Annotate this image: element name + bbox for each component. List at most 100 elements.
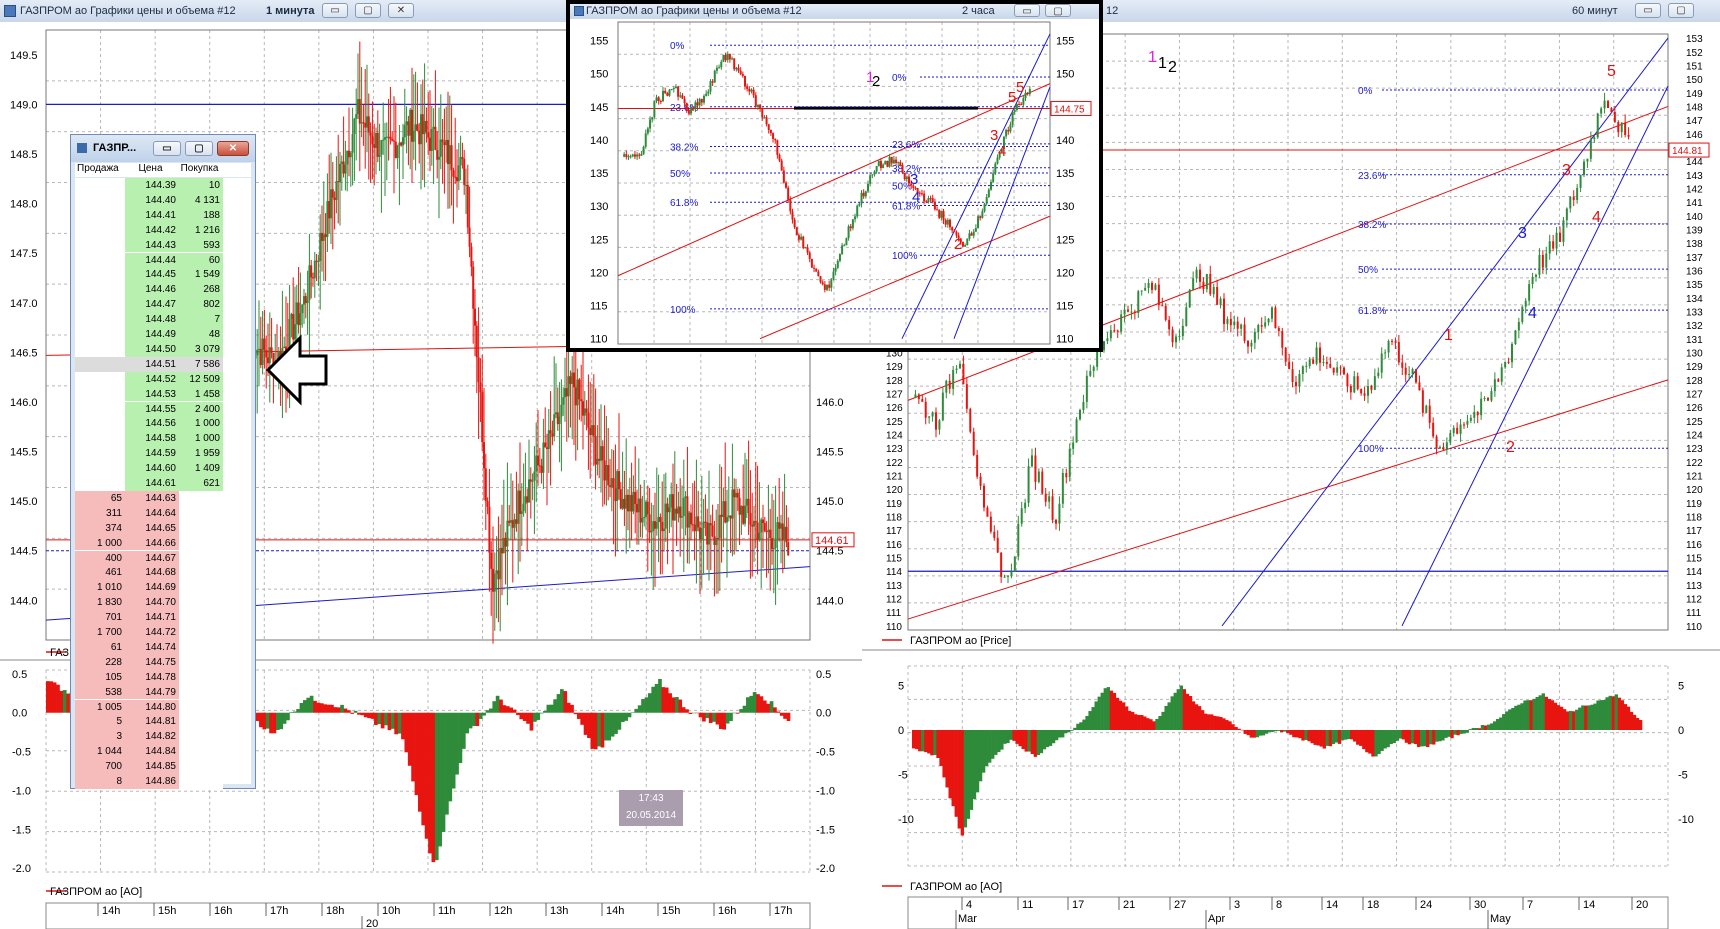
- left-ao-bar: [505, 706, 510, 713]
- depth-bid-row[interactable]: 228 144.75: [75, 654, 251, 670]
- depth-bid-row[interactable]: 701 144.71: [75, 610, 251, 625]
- depth-bid-row[interactable]: 105 144.78: [75, 669, 251, 685]
- right-right-tick: 148: [1686, 102, 1703, 113]
- depth-bid-row[interactable]: 374 144.65: [75, 520, 251, 536]
- right-ao-bar: [921, 730, 925, 752]
- maximize-button[interactable]: ▢: [355, 3, 381, 18]
- window-2h-titlebar[interactable]: ГАЗПРОМ ао Графики цены и объема #12 2 ч…: [570, 4, 1099, 20]
- depth-window[interactable]: ГАЗПР... ▭ ▢ ✕ Продажа Цена Покупка 144.…: [70, 134, 256, 789]
- depth-bid-row[interactable]: 1 010 144.69: [75, 580, 251, 596]
- maximize-button[interactable]: ▢: [1045, 4, 1071, 17]
- depth-ask-row[interactable]: 144.58 1 000: [75, 431, 251, 447]
- depth-ask-row[interactable]: 144.45 1 549: [75, 267, 251, 283]
- right-date-axis: [907, 896, 1669, 929]
- depth-ask-row[interactable]: 144.49 48: [75, 327, 251, 342]
- depth-table[interactable]: 144.39 10 144.40 4 131 144.41 188 144.42 1 216 1…: [75, 178, 251, 789]
- depth-ask-row[interactable]: 144.51 7 586: [75, 356, 251, 372]
- depth-ask-row[interactable]: 144.60 1 409: [75, 461, 251, 476]
- depth-header-buy[interactable]: Покупка: [180, 163, 219, 174]
- minimize-button[interactable]: ▭: [1635, 3, 1661, 18]
- chart-2h[interactable]: 1551551501501451451401401351351301301251…: [570, 4, 1099, 348]
- left-ao-bar: [563, 691, 568, 713]
- depth-titlebar[interactable]: ГАЗПР... ▭ ▢ ✕: [71, 135, 255, 162]
- right-candle-body: [1517, 321, 1520, 331]
- depth-header-price[interactable]: Цена: [138, 163, 163, 174]
- depth-bid-row[interactable]: 1 000 144.66: [75, 535, 251, 551]
- right-wave-label: 3: [1562, 162, 1571, 179]
- depth-maximize-button[interactable]: ▢: [185, 141, 213, 156]
- minimize-button[interactable]: ▭: [322, 3, 348, 18]
- right-right-tick: 141: [1686, 198, 1703, 209]
- left-ao-bar: [428, 712, 432, 854]
- depth-bid-row[interactable]: 61 144.74: [75, 639, 251, 655]
- depth-ask-row[interactable]: 144.41 188: [75, 207, 251, 223]
- left-candle-body: [290, 313, 293, 319]
- depth-price-cell: 144.63: [125, 490, 179, 506]
- depth-ask-row[interactable]: 144.52 12 509: [75, 371, 251, 387]
- depth-ask-row[interactable]: 144.50 3 079: [75, 341, 251, 357]
- depth-bid-row[interactable]: 1 044 144.84: [75, 744, 251, 760]
- depth-header-sell[interactable]: Продажа: [77, 163, 119, 174]
- left-candle-body: [605, 465, 608, 481]
- left-candle-body: [360, 122, 363, 124]
- right-ao-bar: [1605, 697, 1609, 730]
- right-left-tick: 129: [886, 362, 903, 373]
- minimize-button[interactable]: ▭: [1014, 4, 1040, 17]
- left-ao-bar: [604, 712, 608, 741]
- depth-ask-row[interactable]: 144.39 10: [75, 178, 251, 193]
- depth-ask-row[interactable]: 144.43 593: [75, 237, 251, 253]
- right-ao-bar: [1450, 730, 1454, 739]
- depth-close-button[interactable]: ✕: [217, 141, 249, 156]
- depth-ask-row[interactable]: 144.53 1 458: [75, 386, 251, 402]
- depth-bid-row[interactable]: 8 144.86: [75, 774, 251, 789]
- depth-ask-row[interactable]: 144.42 1 216: [75, 222, 251, 238]
- depth-bid-row[interactable]: 1 830 144.70: [75, 595, 251, 611]
- depth-minimize-button[interactable]: ▭: [153, 141, 181, 156]
- depth-ask-row[interactable]: 144.46 268: [75, 282, 251, 298]
- depth-bid-row[interactable]: 311 144.64: [75, 505, 251, 521]
- right-candle-body: [1343, 367, 1345, 375]
- close-button[interactable]: ✕: [388, 3, 414, 18]
- depth-ask-row[interactable]: 144.44 60: [75, 252, 251, 268]
- depth-sell-cell: 400: [75, 550, 125, 566]
- depth-bid-row[interactable]: 461 144.68: [75, 565, 251, 581]
- depth-bid-row[interactable]: 400 144.67: [75, 550, 251, 566]
- depth-bid-row[interactable]: 1 005 144.80: [75, 699, 251, 715]
- right-ao-bar: [978, 730, 983, 782]
- right-candle-body: [931, 412, 934, 417]
- depth-bid-row[interactable]: 65 144.63: [75, 490, 251, 506]
- depth-ask-row[interactable]: 144.48 7: [75, 312, 251, 327]
- right-ao-bar: [1152, 721, 1156, 730]
- maximize-button[interactable]: ▢: [1668, 3, 1694, 18]
- left-candle-body: [405, 121, 408, 126]
- left-candle-body: [486, 501, 489, 507]
- left-price-tick: 145.5: [10, 447, 38, 459]
- depth-ask-row[interactable]: 144.55 2 400: [75, 401, 251, 417]
- right-ao-bar: [1301, 730, 1305, 741]
- depth-bid-row[interactable]: 3 144.82: [75, 729, 251, 745]
- depth-ask-row[interactable]: 144.40 4 131: [75, 192, 251, 208]
- depth-bid-row[interactable]: 538 144.79: [75, 684, 251, 700]
- depth-bid-row[interactable]: 1 700 144.72: [75, 625, 251, 640]
- depth-ask-row[interactable]: 144.59 1 959: [75, 446, 251, 462]
- right-candle-body: [1476, 411, 1479, 416]
- right-candle-body: [1205, 273, 1208, 290]
- mid-candle-body: [640, 154, 643, 156]
- left-candle-body: [585, 408, 588, 413]
- depth-ask-row[interactable]: 144.47 802: [75, 297, 251, 313]
- right-right-tick: 153: [1686, 34, 1703, 45]
- right-candle-body: [1370, 386, 1373, 390]
- depth-price-cell: 144.51: [125, 356, 179, 372]
- right-ao-bar: [1222, 718, 1226, 730]
- depth-ask-row[interactable]: 144.56 1 000: [75, 416, 251, 432]
- depth-bid-row[interactable]: 700 144.85: [75, 759, 251, 774]
- depth-bid-row[interactable]: 5 144.81: [75, 714, 251, 730]
- depth-ask-row[interactable]: 144.61 621: [75, 476, 251, 491]
- right-candle-body: [1106, 338, 1109, 342]
- mid-candle-body: [979, 216, 982, 218]
- right-ao-bar: [1073, 727, 1077, 730]
- app-icon: [4, 5, 16, 17]
- left-candle-body: [677, 506, 680, 514]
- right-ao-bar: [1608, 695, 1612, 730]
- left-candle-body: [438, 156, 440, 160]
